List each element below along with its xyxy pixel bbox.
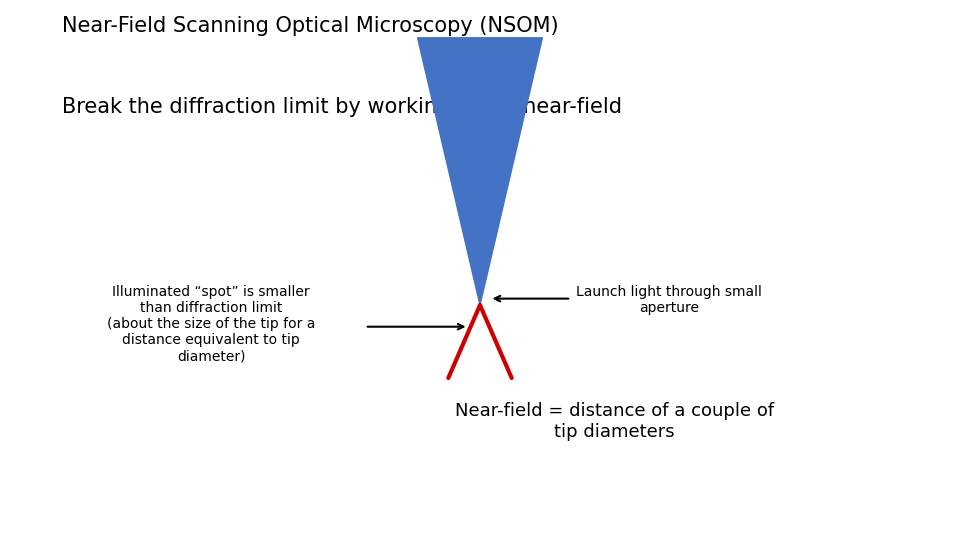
Polygon shape	[418, 38, 542, 305]
Text: Illuminated “spot” is smaller
than diffraction limit
(about the size of the tip : Illuminated “spot” is smaller than diffr…	[107, 285, 316, 363]
Text: Near-Field Scanning Optical Microscopy (NSOM): Near-Field Scanning Optical Microscopy (…	[62, 16, 559, 36]
Text: Launch light through small
aperture: Launch light through small aperture	[576, 285, 762, 315]
Text: Break the diffraction limit by working in the near-field: Break the diffraction limit by working i…	[62, 97, 622, 117]
Text: Near-field = distance of a couple of
tip diameters: Near-field = distance of a couple of tip…	[455, 402, 774, 441]
